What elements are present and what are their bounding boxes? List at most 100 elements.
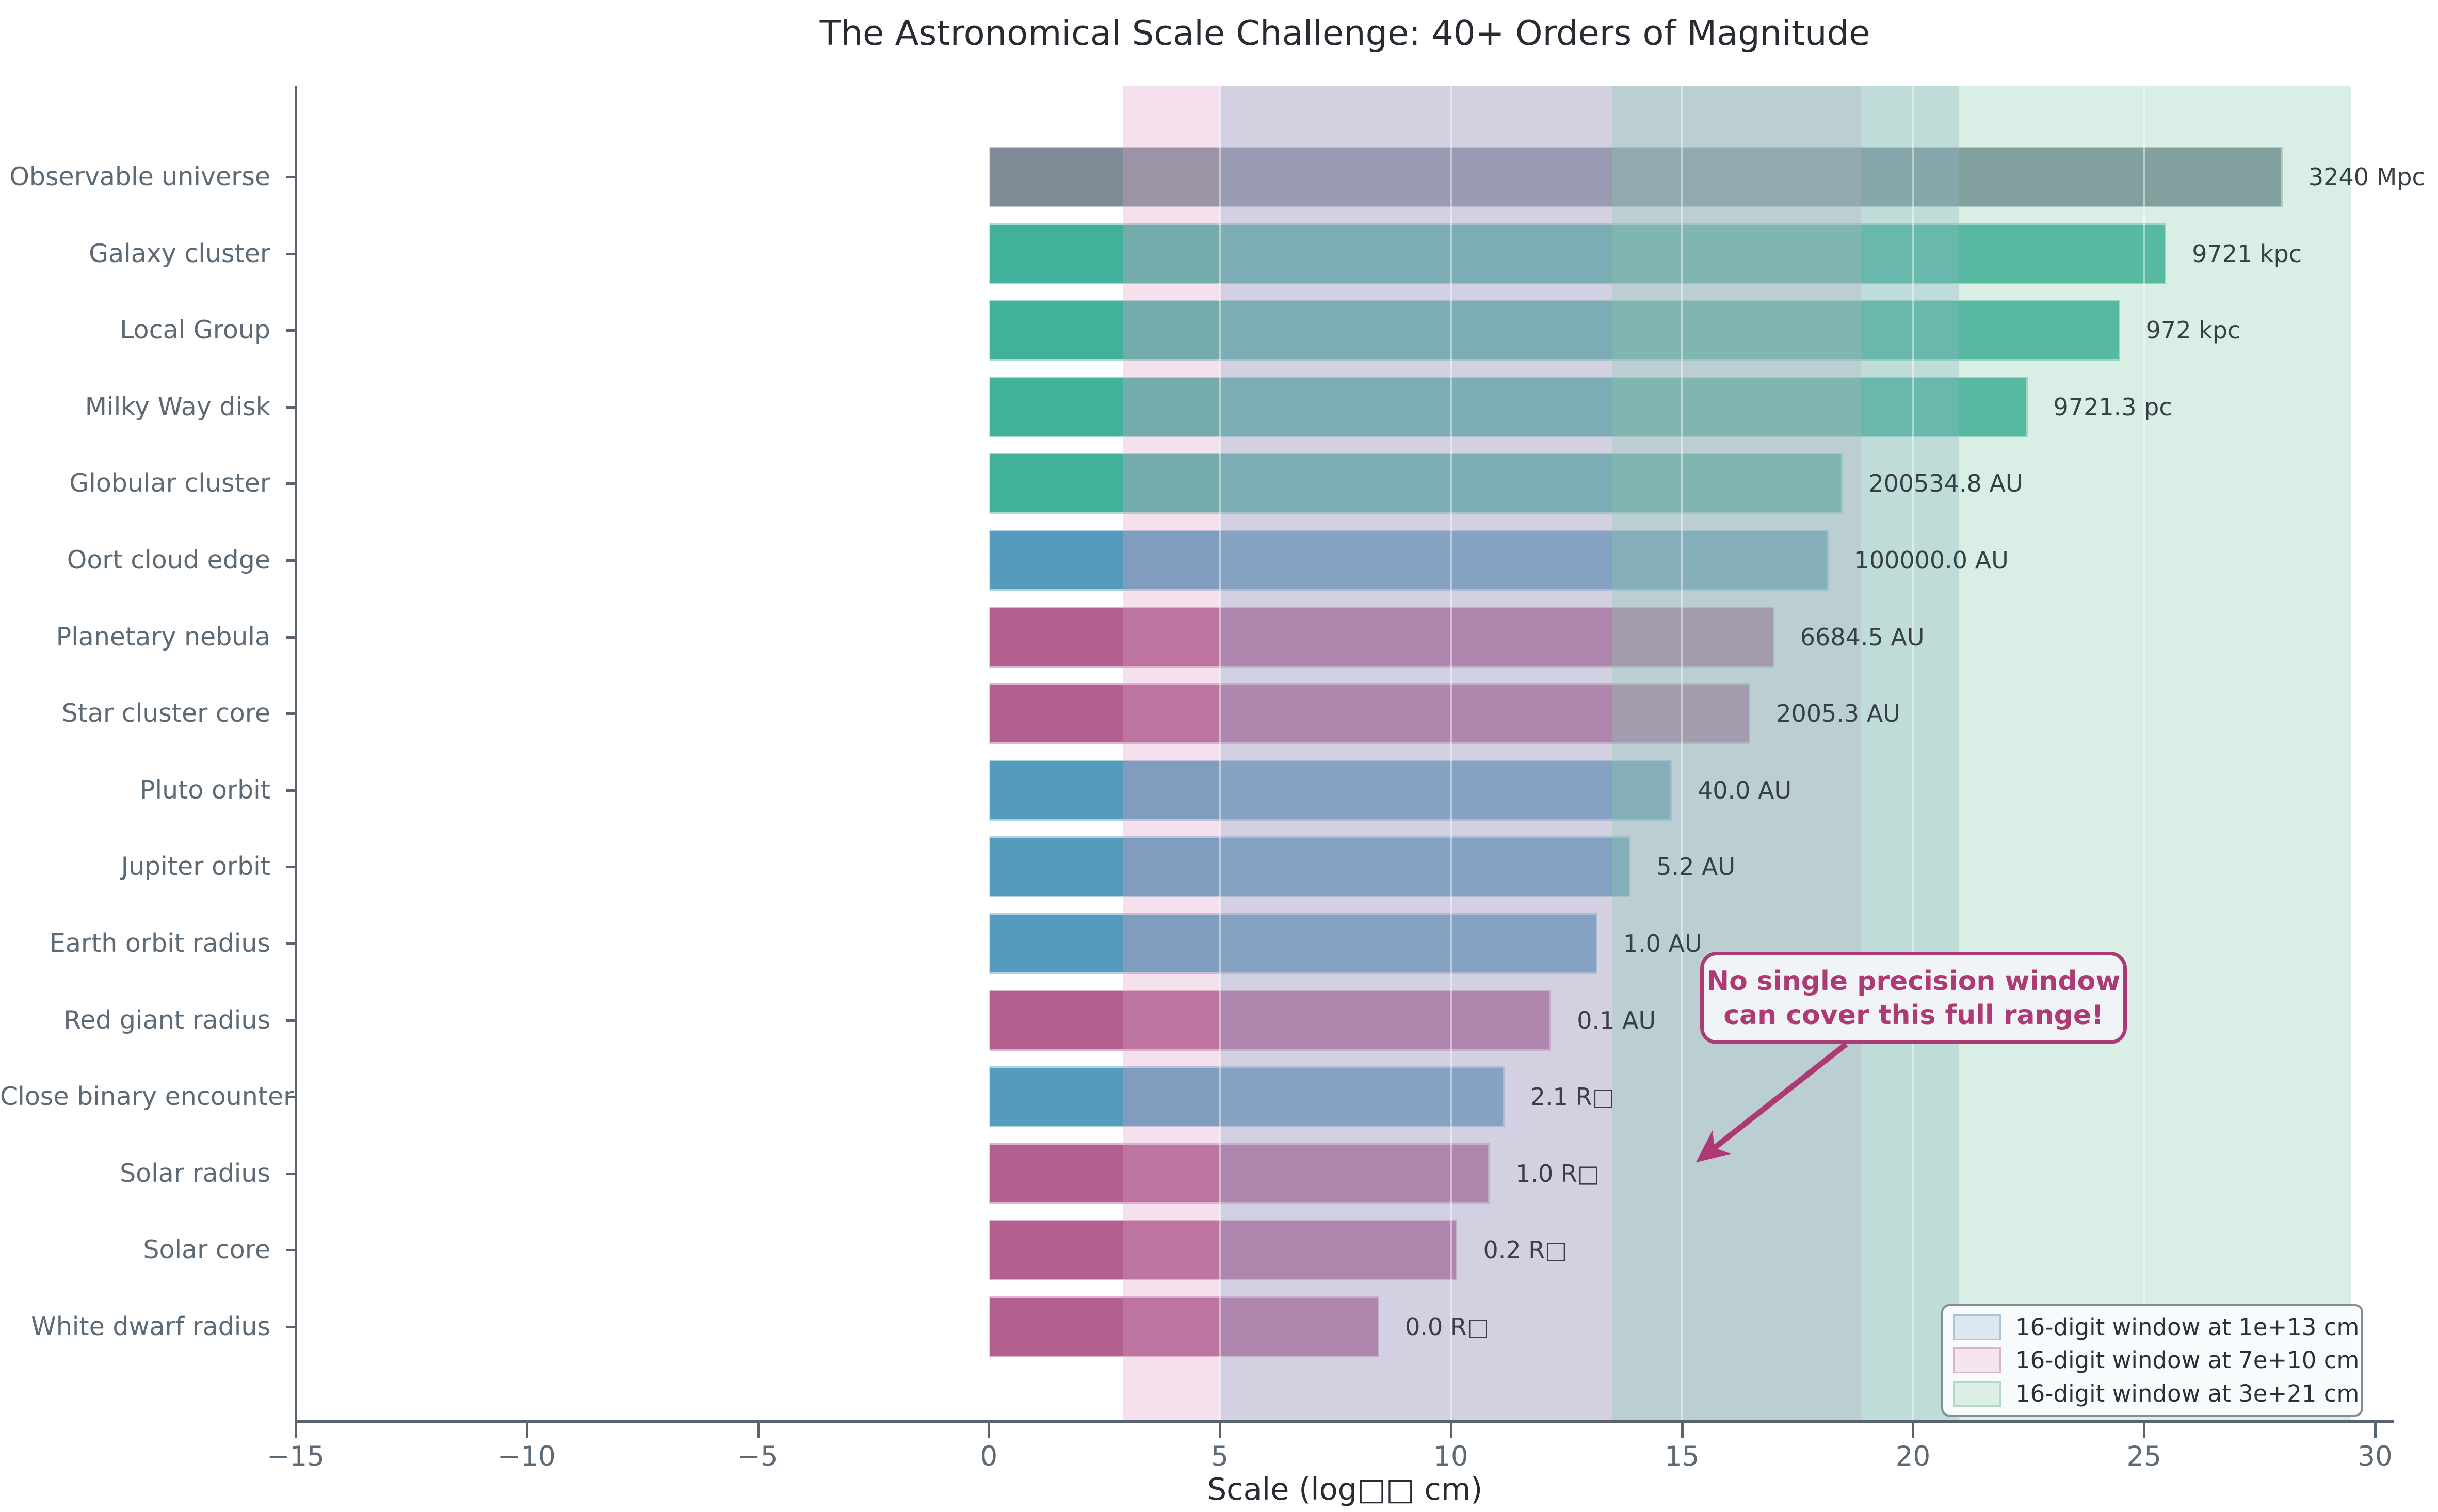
legend-entry-2: 16-digit window at 7e+10 cm [1953,1345,2359,1376]
bar-value-label: 9721 kpc [2192,239,2302,268]
x-tick-label: 25 [2126,1441,2161,1472]
y-axis-label: Local Group [120,315,270,345]
x-tick-label: −5 [737,1441,778,1472]
y-tick-mark [286,636,295,639]
y-tick-mark [286,252,295,255]
annotation-text-line1: No single precision window [1706,965,2121,997]
y-axis-label: Jupiter orbit [121,852,270,882]
gridline-x-0 [988,86,990,1420]
annotation-callout: No single precision window can cover thi… [1700,952,2127,1044]
bar-earth-orbit-radius [989,913,1597,974]
x-axis-spine [295,1420,2394,1423]
bar-solar-core [989,1220,1458,1281]
y-axis-label: Solar core [143,1235,270,1265]
bar-value-label: 972 kpc [2145,316,2241,345]
bar-observable-universe [989,147,2283,207]
x-tick-mark [1449,1423,1452,1438]
y-tick-mark [286,942,295,945]
y-tick-mark [286,789,295,792]
x-tick-label: 10 [1433,1441,1468,1472]
gridline-x-15 [1681,86,1683,1420]
bar-red-giant-radius [989,989,1552,1051]
y-axis-label: Globular cluster [69,468,270,498]
gridline-x-5 [1219,86,1221,1420]
x-tick-mark [1219,1423,1222,1438]
x-tick-mark [295,1423,297,1438]
y-axis-label: Observable universe [9,162,270,191]
gridline-x--10 [525,86,528,1420]
x-tick-label: 30 [2358,1441,2393,1472]
bar-close-binary-encounter [989,1066,1505,1128]
annotation-text-line2: can cover this full range! [1723,999,2104,1031]
y-axis-label: Close binary encounter [0,1082,294,1112]
y-tick-mark [286,712,295,716]
bar-value-label: 100000.0 AU [1854,546,2009,574]
y-axis-label: Galaxy cluster [89,238,270,268]
x-tick-mark [2374,1423,2377,1438]
bar-value-label: 0.1 AU [1577,1006,1656,1034]
legend-entry-1: 16-digit window at 1e+13 cm [1953,1312,2359,1343]
bar-local-group [989,300,2120,361]
gridline-x-20 [1912,86,1914,1420]
gridline-x-30 [2374,86,2377,1420]
y-tick-mark [286,482,295,485]
y-tick-mark [286,559,295,562]
bar-value-label: 2.1 R□ [1530,1083,1614,1111]
y-axis-spine [295,86,297,1423]
x-tick-label: −15 [267,1441,325,1472]
bar-value-label: 1.0 R□ [1515,1159,1600,1188]
bar-value-label: 0.0 R□ [1405,1313,1490,1341]
x-tick-mark [2143,1423,2146,1438]
x-tick-mark [1912,1423,1915,1438]
plot-area: 3240 Mpc 9721 kpc 972 kpc 9721.3 pc 200534.8… [295,86,2425,1420]
x-tick-label: 5 [1211,1441,1229,1472]
x-tick-mark [988,1423,991,1438]
bar-galaxy-cluster [989,223,2167,284]
bar-white-dwarf-radius [989,1296,1380,1357]
y-axis-label: White dwarf radius [31,1312,270,1341]
y-tick-mark [286,1096,295,1099]
y-tick-mark [286,176,295,178]
y-tick-mark [286,329,295,332]
legend: 16-digit window at 1e+13 cm 16-digit wind… [1941,1304,2363,1417]
y-axis-label: Oort cloud edge [67,545,270,575]
precision-window-band-1 [1123,86,1861,1420]
legend-label-2: 16-digit window at 7e+10 cm [2015,1346,2360,1374]
y-axis-label: Solar radius [120,1158,270,1188]
x-tick-label: 20 [1895,1441,1931,1472]
x-tick-label: 15 [1664,1441,1700,1472]
bar-star-cluster-core [989,683,1751,744]
bar-planetary-nebula [989,606,1774,668]
x-tick-mark [1681,1423,1684,1438]
bar-globular-cluster [989,453,1843,514]
y-tick-mark [286,1019,295,1022]
legend-entry-3: 16-digit window at 3e+21 cm [1953,1378,2359,1409]
y-axis-label: Pluto orbit [139,775,270,805]
bar-value-label: 9721.3 pc [2053,393,2172,421]
bar-value-label: 0.2 R□ [1483,1236,1568,1264]
legend-swatch-1 [1953,1314,2001,1340]
gridline-x--5 [756,86,759,1420]
x-tick-label: −10 [497,1441,556,1472]
legend-swatch-3 [1953,1380,2001,1407]
bar-solar-radius [989,1143,1490,1204]
gridline-x-10 [1449,86,1452,1420]
y-tick-mark [286,1172,295,1175]
chart-title: The Astronomical Scale Challenge: 40+ Or… [819,13,1870,53]
bar-value-label: 2005.3 AU [1776,700,1900,728]
precision-window-band-2 [1220,86,1959,1420]
y-tick-mark [286,866,295,869]
bar-milky-way-disk [989,376,2028,437]
y-tick-mark [286,1326,295,1328]
y-axis-label: Milky Way disk [85,392,270,421]
legend-label-1: 16-digit window at 1e+13 cm [2015,1313,2360,1341]
bar-value-label: 200534.8 AU [1868,469,2023,498]
y-tick-mark [286,405,295,409]
legend-label-3: 16-digit window at 3e+21 cm [2015,1379,2360,1407]
x-tick-mark [756,1423,760,1438]
bar-pluto-orbit [989,759,1672,821]
legend-swatch-2 [1953,1347,2001,1373]
y-axis-label: Red giant radius [63,1005,270,1035]
bar-value-label: 5.2 AU [1656,853,1736,881]
